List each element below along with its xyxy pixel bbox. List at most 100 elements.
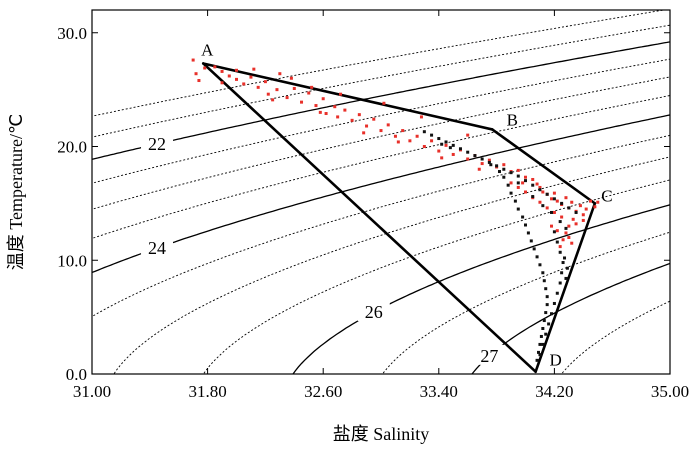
data-point-red-observations xyxy=(336,115,340,119)
data-point-black-observations xyxy=(560,201,564,205)
data-point-black-observations xyxy=(526,231,530,235)
data-point-red-observations xyxy=(401,129,405,133)
data-point-red-observations xyxy=(271,98,275,102)
data-point-black-observations xyxy=(552,230,556,234)
data-point-red-observations xyxy=(252,67,256,71)
data-point-black-observations xyxy=(538,263,542,267)
data-point-black-observations xyxy=(574,210,578,214)
data-point-red-observations xyxy=(300,100,304,104)
data-point-red-observations xyxy=(408,139,412,143)
data-point-black-observations xyxy=(524,179,527,183)
data-point-red-observations xyxy=(324,112,328,116)
axes: 31.00 31.80 32.60 33.40 34.20 35.00 0.0 10.0 20.… xyxy=(57,10,689,401)
data-point-black-observations xyxy=(544,287,548,291)
x-tick-label: 31.00 xyxy=(73,382,111,401)
data-point-red-observations xyxy=(541,190,545,194)
data-point-red-observations xyxy=(203,66,207,70)
data-point-black-observations xyxy=(558,220,562,224)
data-point-red-observations xyxy=(570,200,574,204)
data-point-red-observations xyxy=(249,75,253,79)
contour-sigma-27 xyxy=(471,262,670,374)
data-point-red-observations xyxy=(538,200,542,204)
data-point-red-observations xyxy=(524,175,527,179)
mixing-line-A-B xyxy=(201,62,494,131)
data-point-black-observations xyxy=(545,303,549,307)
data-point-red-observations xyxy=(289,76,293,80)
data-point-red-observations xyxy=(220,81,224,85)
data-point-black-observations xyxy=(541,204,545,208)
data-point-red-observations xyxy=(292,86,296,90)
contour-sigma-25.5 xyxy=(202,179,670,374)
data-point-black-observations xyxy=(531,195,535,199)
x-tick-label: 32.60 xyxy=(304,382,342,401)
contour-label-bg xyxy=(141,237,174,258)
data-point-black-observations xyxy=(531,183,535,187)
data-point-red-observations xyxy=(379,129,383,133)
data-point-red-observations xyxy=(266,92,270,96)
contour-sigma-26.5 xyxy=(381,231,670,374)
data-point-red-observations xyxy=(564,196,568,200)
data-point-black-observations xyxy=(497,170,501,174)
contour-labels: 22 24 26 27 xyxy=(141,132,506,366)
mixing-line-D-A xyxy=(201,62,537,374)
data-point-black-observations xyxy=(567,206,571,210)
data-point-red-observations xyxy=(578,204,582,208)
data-point-red-observations xyxy=(564,231,568,235)
mixing-lines xyxy=(201,62,597,374)
data-point-red-observations xyxy=(451,152,455,156)
data-point-red-observations xyxy=(314,104,318,108)
data-point-red-observations xyxy=(372,117,376,121)
data-point-red-observations xyxy=(524,190,527,194)
data-point-red-observations xyxy=(393,134,397,138)
end-member-label-D: D xyxy=(549,351,561,370)
data-point-red-observations xyxy=(415,134,419,138)
data-point-black-observations xyxy=(513,199,517,203)
data-point-red-observations xyxy=(593,205,597,209)
data-point-black-observations xyxy=(458,147,462,151)
density-contours xyxy=(92,10,670,374)
data-point-black-observations xyxy=(516,181,520,185)
data-point-black-observations xyxy=(563,256,567,260)
data-point-black-observations xyxy=(541,342,545,346)
end-member-label-C: C xyxy=(601,186,612,205)
data-point-red-observations xyxy=(477,167,481,171)
data-point-red-observations xyxy=(242,82,246,86)
data-point-red-observations xyxy=(589,199,593,203)
data-point-red-observations xyxy=(538,185,542,189)
plot-frame xyxy=(91,9,671,375)
data-point-red-observations xyxy=(550,197,554,201)
data-point-black-observations xyxy=(524,223,527,227)
data-point-red-observations xyxy=(531,177,535,181)
data-point-black-observations xyxy=(516,174,520,178)
data-point-red-observations xyxy=(487,158,491,162)
data-point-red-observations xyxy=(310,85,314,89)
data-point-red-observations xyxy=(362,131,366,135)
data-point-black-observations xyxy=(537,350,541,354)
data-point-red-observations xyxy=(275,88,279,92)
data-point-red-observations xyxy=(574,222,578,226)
data-point-black-observations xyxy=(538,188,542,192)
data-point-black-observations xyxy=(529,239,533,243)
data-point-red-observations xyxy=(581,213,585,217)
data-point-red-observations xyxy=(516,168,520,172)
data-point-red-observations xyxy=(422,145,426,148)
data-point-black-observations xyxy=(542,279,546,283)
data-point-black-observations xyxy=(521,215,525,219)
data-point-black-observations xyxy=(561,261,565,265)
data-point-black-observations xyxy=(489,163,493,167)
data-point-red-observations xyxy=(480,162,484,166)
data-point-red-observations xyxy=(333,105,337,109)
data-point-red-observations xyxy=(278,72,282,76)
contour-sigma-26 xyxy=(292,204,670,374)
data-point-black-observations xyxy=(506,183,510,187)
data-point-black-observations xyxy=(565,266,569,270)
data-point-red-observations xyxy=(263,80,267,84)
data-point-black-observations xyxy=(509,171,513,175)
contour-sigma-22.5 xyxy=(92,58,670,184)
data-point-black-observations xyxy=(541,271,545,275)
data-point-red-observations xyxy=(521,181,525,185)
data-point-black-observations xyxy=(509,191,513,195)
data-point-red-observations xyxy=(343,108,347,112)
y-tick-label: 30.0 xyxy=(57,24,87,43)
